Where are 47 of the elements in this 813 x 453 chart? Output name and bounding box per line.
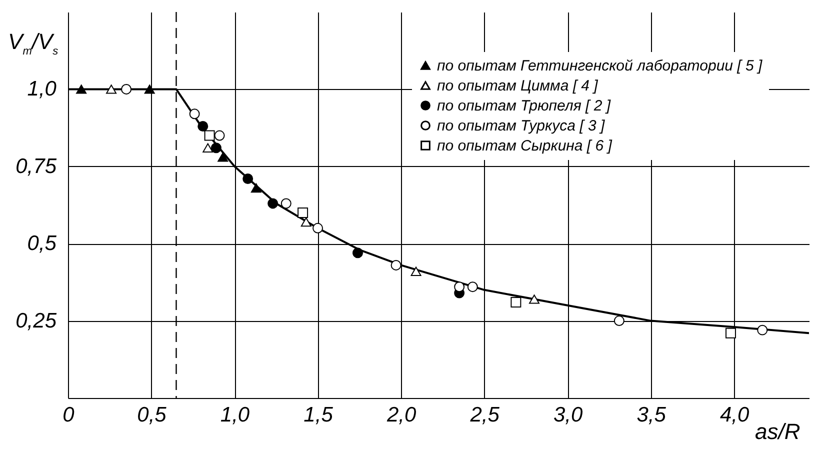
point bbox=[352, 248, 363, 258]
x-tick-label: 2,0 bbox=[386, 404, 416, 426]
point bbox=[218, 152, 228, 162]
point bbox=[76, 84, 87, 94]
legend-label: по опытам Сыркина [ 6 ] bbox=[437, 138, 613, 154]
point bbox=[390, 260, 402, 270]
x-axis-title: as/R bbox=[755, 419, 800, 444]
point bbox=[189, 108, 200, 120]
x-tick-label: 1,5 bbox=[304, 404, 334, 426]
x-tick-label: 3,0 bbox=[553, 404, 583, 426]
point bbox=[529, 294, 540, 304]
point bbox=[242, 174, 254, 184]
point bbox=[510, 297, 522, 308]
point bbox=[198, 121, 208, 132]
x-tick-label: 3,5 bbox=[636, 404, 666, 426]
y-tick-label: 0,75 bbox=[16, 154, 57, 178]
point bbox=[298, 207, 308, 218]
point bbox=[210, 142, 222, 154]
x-tick-label: 4,0 bbox=[720, 404, 750, 426]
point bbox=[121, 84, 132, 94]
point bbox=[214, 130, 225, 141]
point bbox=[410, 266, 422, 276]
point bbox=[300, 217, 312, 227]
point bbox=[614, 316, 624, 326]
legend-label: по опытам Геттингенской лаборатории [ 5 ] bbox=[437, 58, 764, 74]
x-tick-label: 2,5 bbox=[469, 404, 500, 426]
y-tick-label: 1,0 bbox=[27, 78, 57, 101]
legend-label: по опытам Цимма [ 4 ] bbox=[437, 78, 599, 94]
point bbox=[202, 143, 214, 152]
x-tick-label: 0 bbox=[62, 404, 75, 426]
legend-label: по опытам Туркуса [ 3 ] bbox=[437, 118, 606, 134]
point bbox=[106, 84, 117, 94]
point bbox=[144, 84, 155, 94]
y-tick-label: 0,25 bbox=[16, 309, 57, 332]
point bbox=[725, 328, 736, 338]
y-axis-title: V$_{m}$/V$_{s}$ bbox=[8, 29, 58, 58]
point bbox=[454, 282, 465, 292]
point bbox=[204, 130, 215, 141]
point bbox=[757, 324, 768, 336]
point bbox=[268, 198, 278, 209]
point bbox=[467, 282, 478, 292]
x-tick-label: 0,5 bbox=[137, 404, 167, 426]
legend-label: по опытам Трюпеля [ 2 ] bbox=[437, 98, 612, 114]
y-tick-label: 0,5 bbox=[27, 232, 57, 256]
point bbox=[250, 183, 262, 193]
point bbox=[312, 222, 324, 234]
x-tick-label: 1,0 bbox=[220, 404, 250, 426]
